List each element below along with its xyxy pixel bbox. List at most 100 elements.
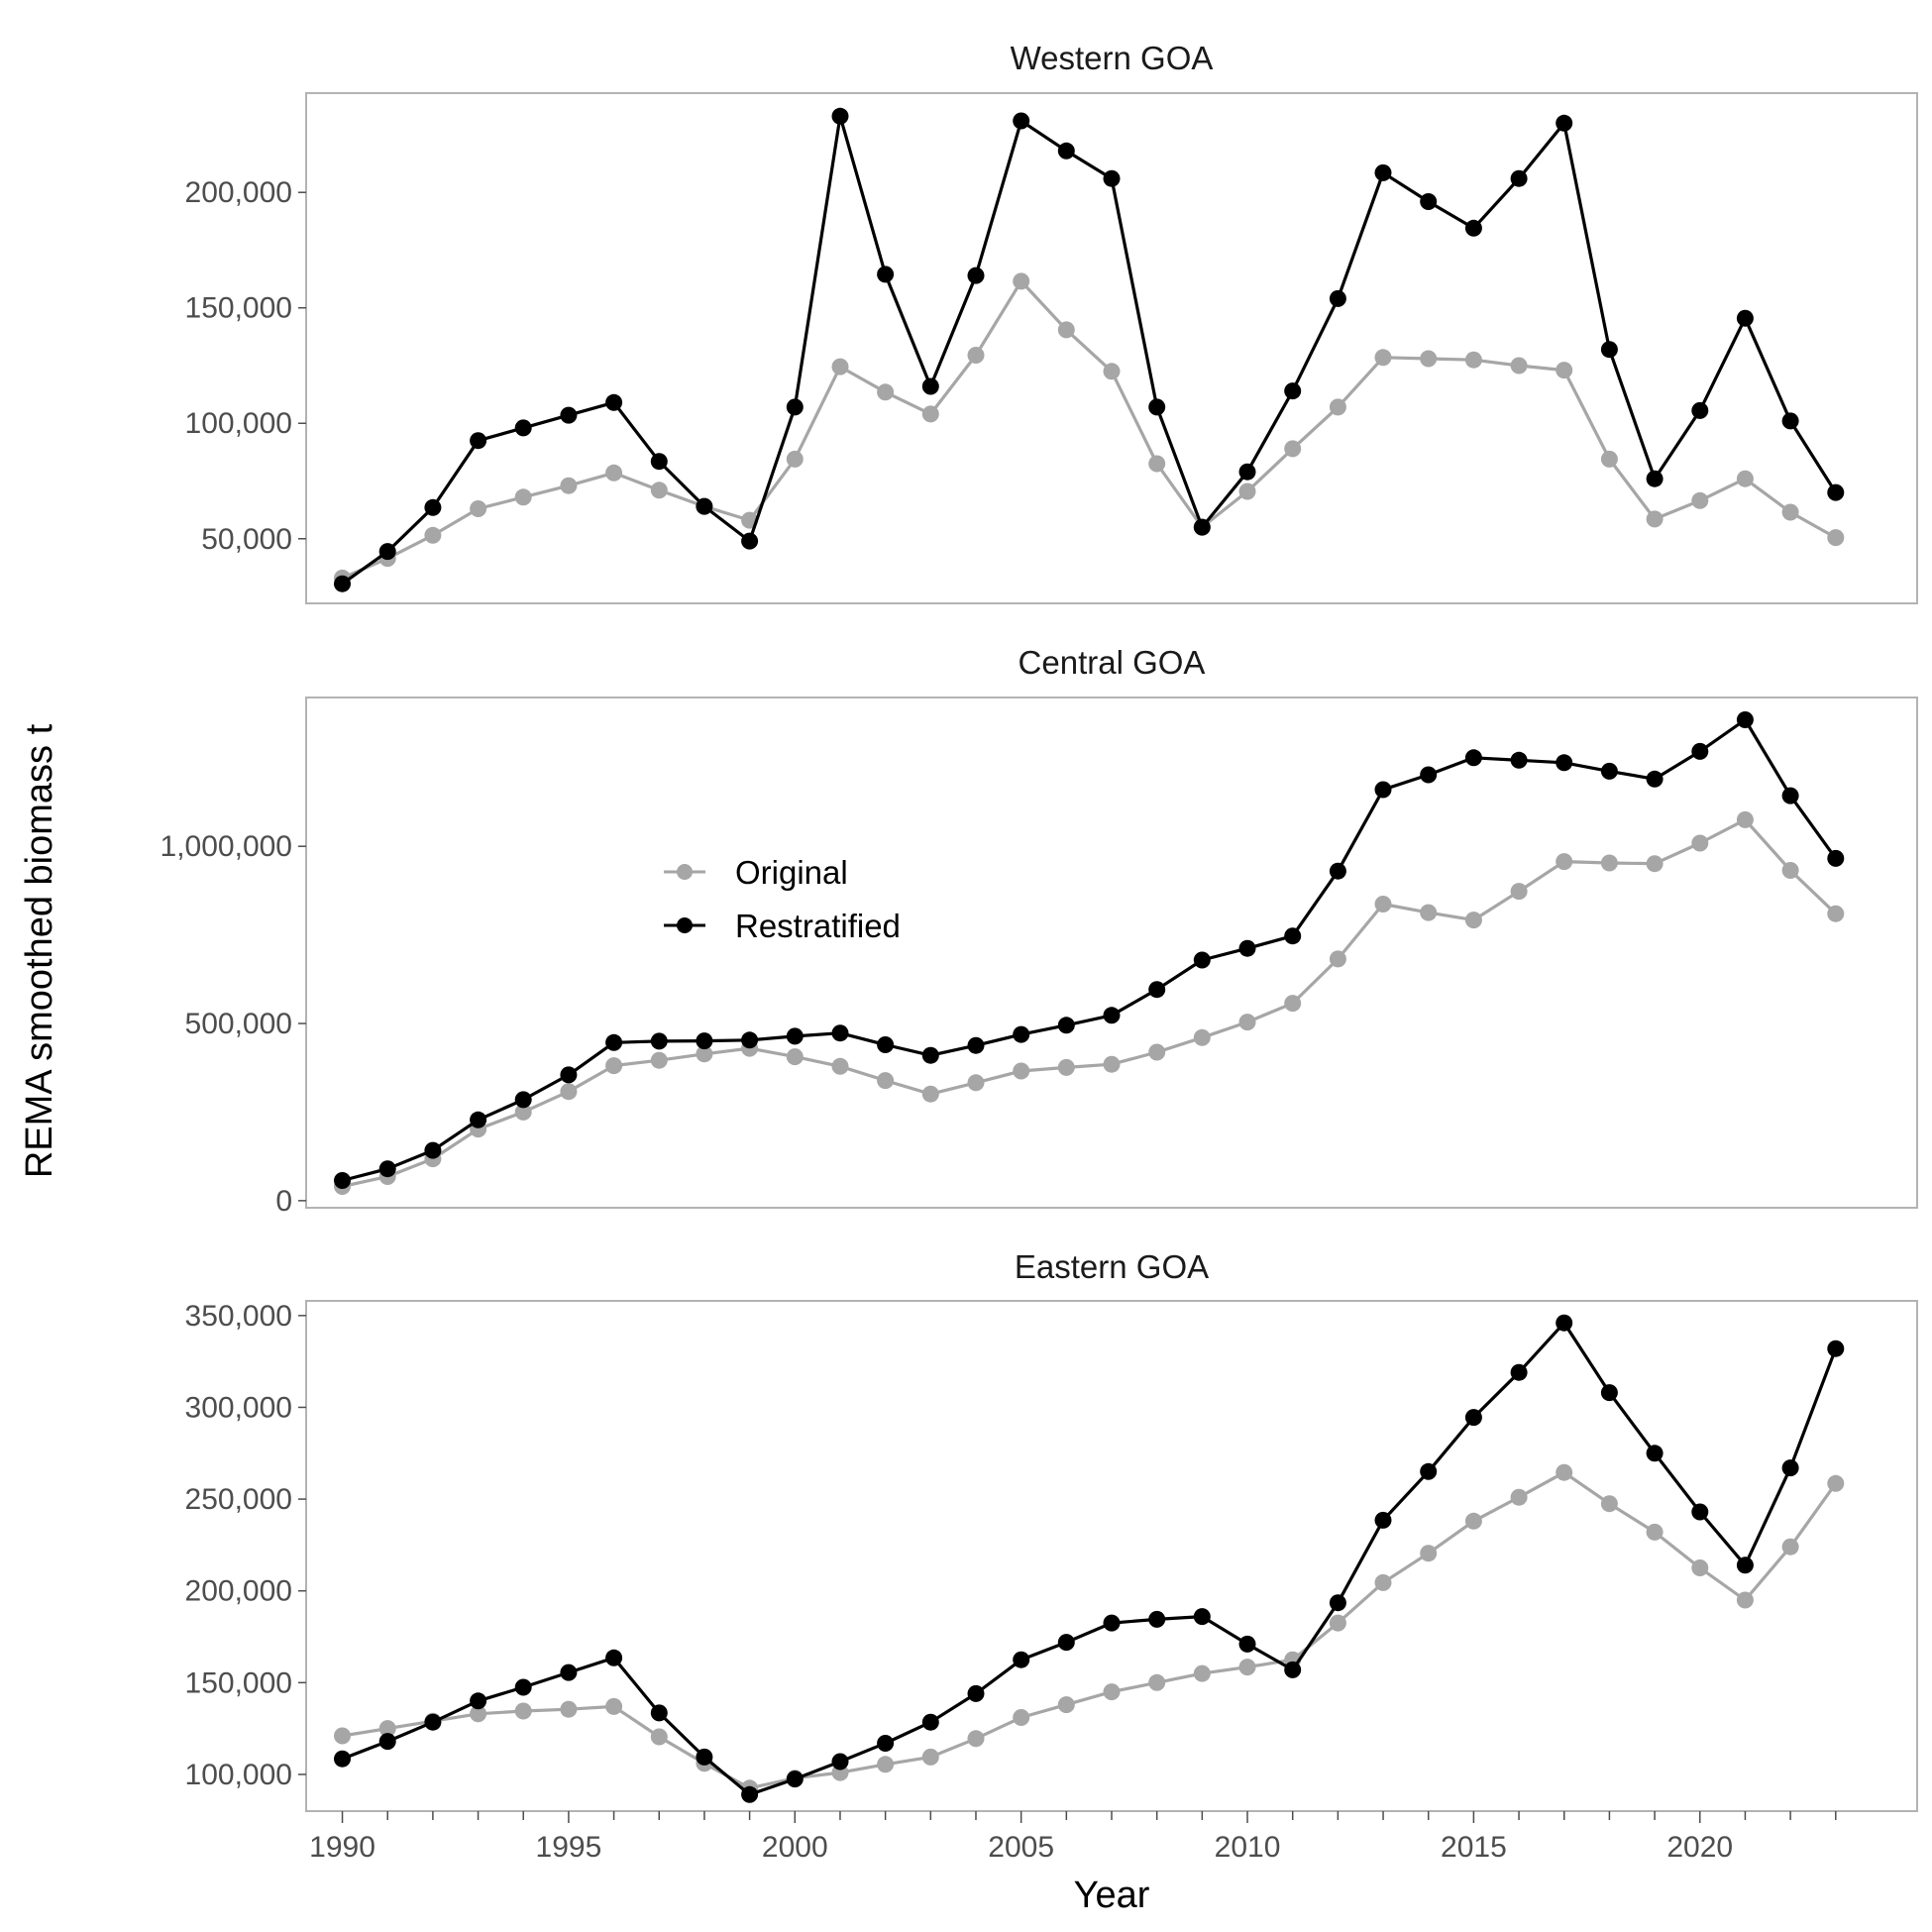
panel-central-point-original — [1374, 896, 1392, 912]
panel-eastern-point-original — [1827, 1474, 1845, 1492]
panel-eastern-point-restratified — [1736, 1556, 1754, 1574]
panel-central-point-restratified — [1420, 766, 1438, 784]
panel-western-point-restratified — [1193, 518, 1211, 536]
panel-central-point-original — [605, 1057, 623, 1075]
panel-eastern-point-restratified — [741, 1785, 759, 1803]
panel-eastern-ytick-label: 100,000 — [185, 1759, 292, 1791]
panel-eastern-point-restratified — [921, 1713, 939, 1731]
y-axis-title: REMA smoothed biomass t — [19, 723, 60, 1178]
panel-eastern-point-restratified — [877, 1735, 895, 1752]
panel-eastern-yaxis: 100,000 150,000 200,000 250,000 300,000 350,0… — [185, 1300, 306, 1791]
panel-central-point-restratified — [470, 1111, 487, 1128]
panel-eastern-ytick-label: 350,000 — [185, 1300, 292, 1333]
panel-western-point-restratified — [1600, 341, 1618, 359]
panel-central-point-restratified — [1238, 939, 1256, 957]
panel-central-point-restratified — [1736, 711, 1754, 728]
panel-western-line-original — [341, 279, 1837, 580]
panel-eastern-point-restratified — [1691, 1503, 1709, 1521]
panel-central-point-restratified — [560, 1066, 578, 1084]
panel-central-line-original — [342, 817, 1837, 1189]
panel-eastern-point-restratified — [1103, 1614, 1121, 1632]
panel-western-point-restratified — [1374, 163, 1392, 181]
panel-eastern-point-original — [470, 1705, 487, 1723]
panel-western-point-original — [1103, 363, 1121, 380]
panel-central-point-restratified — [514, 1091, 532, 1109]
x-axis-title: Year — [1074, 1875, 1150, 1916]
panel-western-point-original — [424, 526, 442, 544]
panel-central-point-original — [1238, 1014, 1256, 1031]
panel-eastern-point-original — [877, 1756, 895, 1773]
panel-western-goa: Western GOA 50,000 100,000 150,000 200,000 — [185, 40, 1918, 604]
panel-western-point-original — [1781, 503, 1799, 521]
panel-central-ytick-label: 1,000,000 — [161, 830, 292, 863]
panel-central-point-original — [1420, 904, 1438, 921]
panel-eastern-point-original — [1103, 1683, 1121, 1701]
panel-central-point-original — [1510, 883, 1528, 901]
panel-western-point-restratified — [1284, 382, 1302, 400]
panel-western-title: Western GOA — [1011, 40, 1214, 76]
panel-western-point-restratified — [1827, 483, 1845, 501]
panel-central-point-original — [1556, 853, 1573, 871]
panel-eastern-point-restratified — [470, 1692, 487, 1710]
panel-central-point-restratified — [1600, 762, 1618, 780]
x-tick-label: 1990 — [309, 1831, 376, 1864]
legend-entry-restratified: Restratified — [664, 908, 901, 944]
panel-eastern-point-original — [1646, 1523, 1664, 1541]
panel-western-point-original — [1284, 440, 1302, 458]
panel-western-point-restratified — [514, 419, 532, 437]
legend-entry-original: Original — [664, 854, 848, 891]
panel-western-point-restratified — [741, 532, 759, 550]
panel-eastern-point-original — [921, 1748, 939, 1766]
panel-eastern-point-original — [334, 1727, 351, 1745]
panel-eastern-point-original — [967, 1730, 985, 1748]
panel-central-point-restratified — [921, 1046, 939, 1064]
panel-western-marks — [334, 107, 1845, 592]
panel-western-point-original — [470, 500, 487, 517]
panel-western-point-original — [1374, 349, 1392, 367]
panel-western-yaxis: 50,000 100,000 150,000 200,000 — [185, 176, 306, 556]
panel-western-point-restratified — [1736, 309, 1754, 327]
panel-central-point-restratified — [1148, 981, 1166, 999]
legend-label-original: Original — [735, 854, 848, 891]
panel-eastern-point-restratified — [1556, 1314, 1573, 1332]
panel-western-point-restratified — [1510, 169, 1528, 187]
panel-western-point-restratified — [877, 266, 895, 283]
panel-central-point-restratified — [1781, 787, 1799, 805]
panel-central-point-restratified — [650, 1032, 668, 1050]
panel-eastern-ytick-label: 300,000 — [185, 1391, 292, 1424]
panel-eastern-point-original — [1510, 1488, 1528, 1506]
panel-eastern-point-original — [605, 1697, 623, 1715]
panel-eastern-point-original — [1013, 1709, 1030, 1726]
panel-eastern-point-restratified — [1057, 1634, 1075, 1652]
panel-eastern-point-original — [378, 1720, 396, 1738]
panel-western-point-restratified — [696, 497, 713, 515]
panel-eastern-point-restratified — [1420, 1462, 1438, 1480]
panel-western-point-original — [1510, 357, 1528, 375]
panel-western-point-original — [1420, 350, 1438, 368]
panel-central-point-restratified — [378, 1160, 396, 1178]
panel-western-point-restratified — [1057, 142, 1075, 160]
panel-central-point-restratified — [1013, 1025, 1030, 1043]
panel-central-title: Central GOA — [1019, 644, 1206, 681]
panel-central-point-restratified — [1691, 742, 1709, 760]
panel-central-point-original — [514, 1103, 532, 1121]
panel-western-point-restratified — [560, 406, 578, 424]
panel-eastern-point-original — [1193, 1664, 1211, 1682]
panel-central-marks — [334, 711, 1845, 1195]
panel-central-point-restratified — [334, 1172, 351, 1189]
panel-eastern-point-restratified — [1464, 1409, 1482, 1427]
panel-eastern-point-original — [1556, 1463, 1573, 1481]
panel-central-point-original — [1600, 854, 1618, 872]
panel-eastern-point-original — [1148, 1673, 1166, 1691]
panel-eastern-line-original — [342, 1470, 1838, 1790]
panel-eastern-point-original — [1781, 1538, 1799, 1556]
panel-central-point-original — [1013, 1062, 1030, 1080]
panel-western-point-original — [1148, 455, 1166, 473]
panel-western-point-restratified — [1420, 193, 1438, 210]
panel-eastern-point-original — [1420, 1545, 1438, 1562]
panel-eastern-point-original — [1238, 1659, 1256, 1676]
panel-central-point-restratified — [831, 1024, 849, 1042]
panel-western-point-original — [1013, 272, 1030, 290]
panel-western-point-restratified — [650, 453, 668, 471]
panel-western-ytick-label: 50,000 — [201, 523, 292, 556]
